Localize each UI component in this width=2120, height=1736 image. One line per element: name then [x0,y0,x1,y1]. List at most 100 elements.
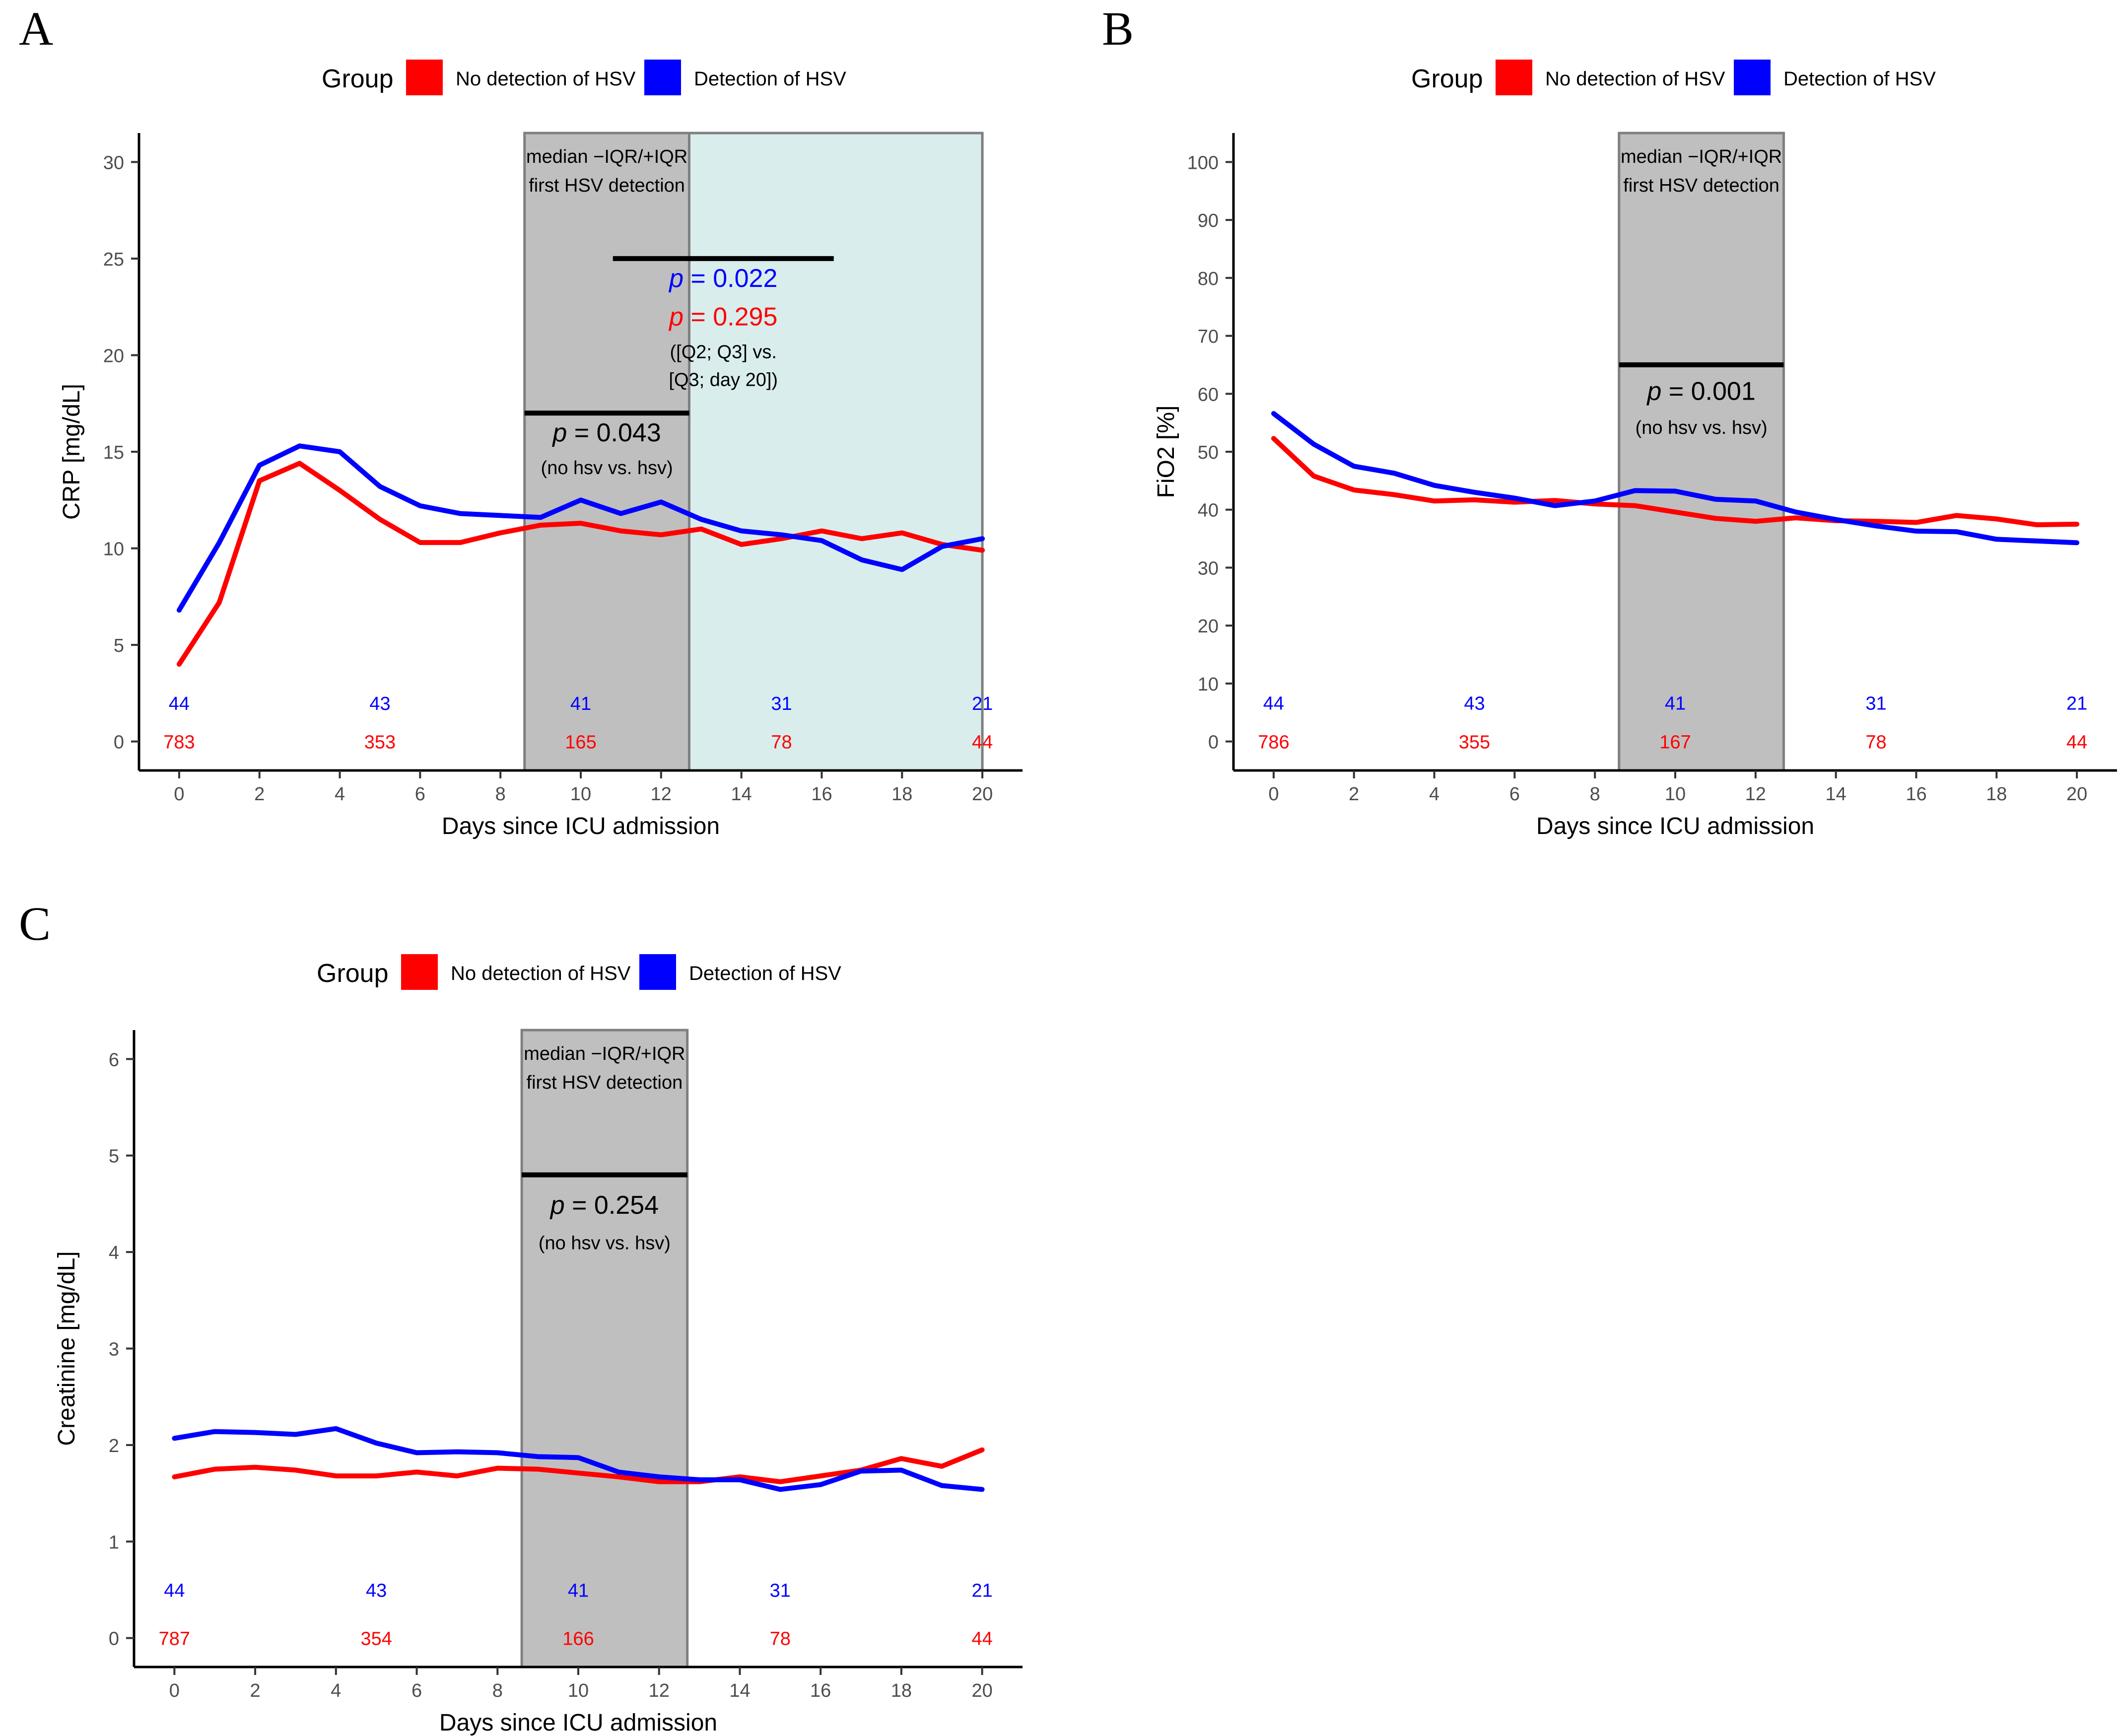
legend-swatch [639,954,676,990]
n-at-risk-no-hsv: 44 [2066,732,2087,753]
x-axis-title: Days since ICU admission [1536,813,1814,839]
x-tick-label: 4 [1429,784,1439,805]
n-at-risk-no-hsv: 355 [1459,732,1490,753]
series-line-hsv [1271,411,2080,546]
y-tick-label: 25 [103,249,124,270]
y-tick-label: 20 [1198,616,1219,637]
n-at-risk-no-hsv: 354 [360,1629,392,1650]
n-at-risk-hsv: 44 [1263,693,1284,714]
x-tick-label: 2 [250,1680,261,1701]
n-at-risk-hsv: 31 [771,694,792,714]
p-value-annotation: p = 0.022 p = 0.295 ([Q2; Q3] vs. [Q3; day … [613,256,834,391]
p-value-text: p = 0.254 [549,1191,659,1220]
n-at-risk-no-hsv: 165 [565,732,596,753]
comparison-note: (no hsv vs. hsv) [541,458,673,479]
n-at-risk-hsv: 41 [1665,693,1686,714]
comparison-note: ([Q2; Q3] vs. [670,342,777,363]
series-line-hsv [172,1426,985,1492]
y-tick-label: 20 [103,346,124,366]
legend-swatch [401,954,438,990]
n-at-risk-no-hsv: 78 [1865,732,1886,753]
n-at-risk-hsv: 41 [568,1580,589,1601]
n-at-risk-hsv: 21 [2066,693,2087,714]
x-tick-label: 16 [810,1680,831,1701]
series-line-hsv [176,443,985,613]
panel-a: A Group No detection of HSV Detection of HS… [19,2,1023,839]
n-at-risk-no-hsv: 783 [163,732,195,753]
x-tick-label: 8 [1590,784,1600,805]
legend: Group No detection of HSV Detection of HSV [317,954,841,990]
legend-label: Detection of HSV [1783,68,1936,90]
p-value-annotation: p = 0.043 (no hsv vs. hsv) [524,411,689,479]
p-value-text: p = 0.001 [1646,377,1755,406]
x-tick-label: 2 [254,784,265,805]
legend-swatch [644,60,681,95]
x-tick-label: 4 [331,1680,341,1701]
comparison-note: (no hsv vs. hsv) [1636,417,1768,438]
iqr-band-label: first HSV detection [527,1072,683,1093]
x-tick-label: 16 [1906,784,1926,805]
y-tick-label: 90 [1198,210,1219,231]
x-tick-label: 6 [411,1680,422,1701]
y-tick-label: 60 [1198,384,1219,405]
x-tick-label: 0 [1268,784,1279,805]
y-tick-label: 15 [103,442,124,463]
x-tick-label: 14 [731,784,752,805]
iqr-band [523,132,690,772]
y-axis-title: CRP [mg/dL] [59,384,85,520]
n-at-risk-no-hsv: 786 [1258,732,1289,753]
y-tick-label: 70 [1198,327,1219,347]
y-tick-label: 4 [109,1243,119,1263]
legend-title: Group [322,65,394,93]
p-value-text-secondary: p = 0.295 [668,303,777,332]
iqr-band-label: first HSV detection [1623,175,1779,196]
x-tick-label: 12 [1745,784,1766,805]
series-line-no-hsv [172,1447,985,1484]
legend-title: Group [317,959,389,988]
panel-c: C Group No detection of HSV Detection of HS… [19,897,1023,1736]
x-tick-label: 10 [1665,784,1686,805]
panel-b: B Group No detection of HSV Detection of HS… [1102,2,2117,839]
n-at-risk-hsv: 43 [1464,693,1485,714]
x-tick-label: 10 [570,784,591,805]
y-tick-label: 0 [1208,732,1219,753]
legend-label: No detection of HSV [456,68,636,90]
series-line-no-hsv [1271,436,2080,528]
n-at-risk-hsv: 21 [972,694,993,714]
comparison-note: [Q3; day 20]) [669,370,778,391]
n-at-risk-hsv: 21 [971,1580,992,1601]
n-at-risk-hsv: 44 [169,694,190,714]
legend-swatch [1734,60,1771,95]
iqr-band-label: first HSV detection [529,175,685,196]
n-at-risk-no-hsv: 166 [562,1629,594,1650]
y-tick-label: 80 [1198,269,1219,289]
p-value-text: p = 0.043 [551,418,661,447]
n-at-risk-no-hsv: 44 [971,1629,992,1650]
legend-label: No detection of HSV [1545,68,1725,90]
panel-letter: A [19,2,53,55]
y-axis-title: Creatinine [mg/dL] [54,1251,80,1446]
n-at-risk-hsv: 31 [1865,693,1886,714]
n-at-risk-no-hsv: 78 [771,732,792,753]
iqr-band [1618,132,1785,772]
x-tick-label: 14 [729,1680,750,1701]
y-tick-label: 1 [109,1532,119,1553]
n-at-risk-hsv: 43 [366,1580,387,1601]
series-line-no-hsv [176,461,985,667]
p-value-annotation: p = 0.254 (no hsv vs. hsv) [522,1172,687,1254]
y-tick-label: 3 [109,1339,119,1360]
y-tick-label: 100 [1187,152,1219,173]
legend: Group No detection of HSV Detection of HSV [1411,60,1936,95]
y-tick-label: 10 [103,539,124,560]
x-tick-label: 0 [169,1680,180,1701]
y-tick-label: 0 [109,1629,119,1650]
n-at-risk-no-hsv: 787 [159,1629,190,1650]
n-at-risk-no-hsv: 78 [770,1629,791,1650]
x-tick-label: 6 [1509,784,1520,805]
y-tick-label: 6 [109,1049,119,1070]
later-period-band [687,132,984,772]
x-tick-label: 0 [174,784,184,805]
p-value-annotation: p = 0.001 (no hsv vs. hsv) [1619,362,1784,438]
n-at-risk-no-hsv: 167 [1659,732,1691,753]
